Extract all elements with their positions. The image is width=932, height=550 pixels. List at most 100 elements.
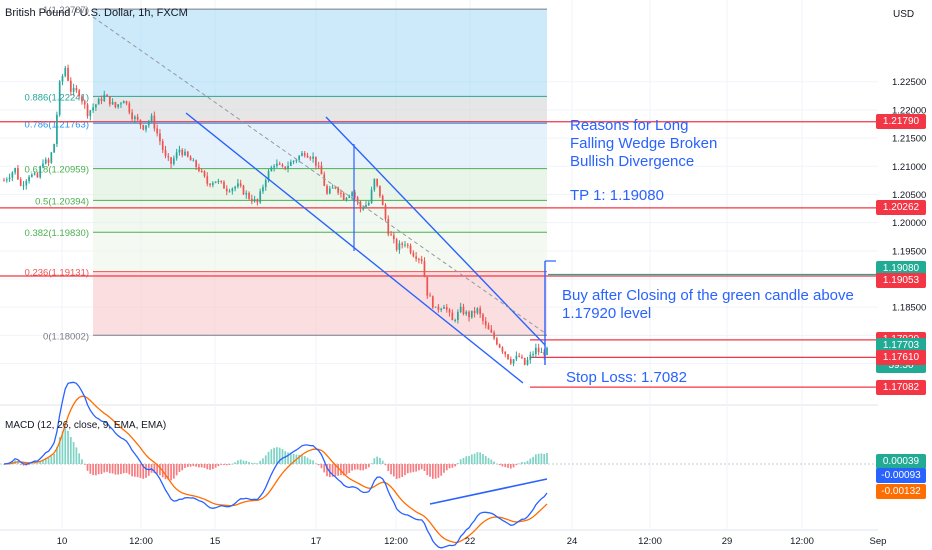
macd-histogram-bar [214, 464, 217, 468]
candle-body [289, 161, 292, 166]
macd-histogram-bar [476, 452, 479, 464]
time-tick[interactable]: 10 [57, 536, 68, 547]
macd-histogram-bar [423, 464, 426, 472]
macd-histogram-bar [220, 464, 223, 465]
candle-body [164, 149, 167, 156]
price-tick[interactable]: 1.22000 [892, 105, 926, 116]
macd-histogram-bar [409, 464, 412, 473]
candle-body [228, 191, 231, 193]
macd-histogram-bar [526, 460, 529, 464]
candle-body [440, 308, 443, 310]
macd-histogram-bar [317, 464, 320, 466]
time-tick[interactable]: 15 [210, 536, 221, 547]
candle-body [25, 181, 28, 186]
macd-histogram-bar [92, 464, 94, 476]
candle-body [30, 174, 33, 177]
dashed-trend-line[interactable] [92, 16, 546, 334]
candle-body [337, 187, 340, 193]
macd-pane [0, 381, 878, 549]
annotation-take-profit[interactable]: TP 1: 1.19080 [570, 187, 664, 204]
macd-histogram-bar [523, 462, 526, 464]
candle-body [334, 187, 337, 189]
macd-histogram-bar [281, 449, 284, 464]
time-tick[interactable]: 12:00 [638, 536, 662, 547]
annotation-buy-line[interactable]: 1.17920 level [562, 305, 651, 322]
candle-body [273, 165, 275, 168]
time-tick[interactable]: Sep [870, 536, 887, 547]
candle-body [415, 256, 417, 259]
candle-body [128, 103, 131, 113]
time-tick[interactable]: 17 [311, 536, 322, 547]
annotation-reason-line: Falling Wedge Broken [570, 135, 717, 152]
candles [3, 64, 548, 367]
annotation-reasons[interactable]: Reasons for Long Falling Wedge Broken Bu… [570, 117, 717, 170]
macd-histogram-bar [56, 447, 58, 464]
candle-body [214, 181, 217, 183]
macd-histogram-bar [303, 456, 306, 464]
macd-histogram-bar [103, 464, 106, 473]
price-tick[interactable]: 1.21000 [892, 162, 926, 173]
candle-body [473, 310, 476, 314]
annotation-buy-line[interactable]: Buy after Closing of the green candle ab… [562, 287, 854, 304]
candle-body [231, 188, 234, 192]
time-tick[interactable]: 12:00 [384, 536, 408, 547]
time-axis[interactable]: 10 12:00 15 17 12:00 22 24 12:00 29 12:00 Sep [57, 536, 887, 547]
candle-body [482, 314, 484, 321]
macd-histogram-bar [309, 459, 312, 464]
time-tick[interactable]: 12:00 [790, 536, 814, 547]
candle-body [278, 163, 281, 165]
candle-body [392, 235, 395, 240]
macd-histogram-bar [250, 463, 253, 464]
candle-body [153, 115, 156, 129]
macd-histogram-bar [142, 464, 145, 479]
candle-body [159, 133, 161, 142]
macd-histogram-bar [356, 464, 359, 470]
drawings[interactable] [92, 16, 556, 384]
price-tick[interactable]: 1.21500 [892, 134, 926, 145]
macd-histogram-bar [504, 464, 507, 468]
macd-histogram-bar [315, 463, 317, 465]
macd-histogram-bar [167, 464, 170, 480]
candle-body [501, 347, 504, 352]
candle-body [53, 144, 55, 153]
candle-body [100, 98, 103, 101]
price-tick[interactable]: 1.20000 [892, 218, 926, 229]
fibonacci-retracement[interactable]: 1(1.23787)0.886(1.22241)0.786(1.21763)0.… [25, 5, 547, 342]
candle-body [359, 201, 362, 209]
candle-body [476, 308, 479, 314]
price-tick[interactable]: 1.22500 [892, 77, 926, 88]
candle-body [404, 244, 406, 246]
candle-body [284, 166, 287, 169]
macd-histogram-bar [462, 457, 465, 464]
macd-value-label: -0.00132 [876, 484, 926, 499]
macd-title[interactable]: MACD (12, 26, close, 9, EMA, EMA) [5, 420, 166, 431]
macd-divergence-line[interactable] [429, 478, 548, 505]
macd-histogram-bar [451, 464, 454, 468]
candle-body [120, 103, 122, 105]
macd-histogram-bar [89, 464, 92, 474]
macd-histogram-bar [36, 462, 39, 464]
annotation-stop-loss[interactable]: Stop Loss: 1.7082 [566, 369, 687, 386]
macd-histogram-bar [470, 454, 473, 464]
macd-histogram-bar [521, 462, 523, 464]
price-axis[interactable]: 1.22500 1.22000 1.21500 1.21000 1.20500 1.200… [892, 77, 926, 313]
macd-histogram-bar [426, 464, 429, 476]
price-tick[interactable]: 1.20500 [892, 190, 926, 201]
candle-body [412, 252, 415, 257]
time-tick[interactable]: 22 [465, 536, 476, 547]
price-tick[interactable]: 1.19500 [892, 246, 926, 257]
macd-histogram-bar [484, 455, 487, 464]
macd-histogram-bar [198, 464, 200, 468]
time-tick[interactable]: 29 [722, 536, 733, 547]
time-tick[interactable]: 24 [567, 536, 578, 547]
macd-histogram-bar [72, 442, 75, 464]
time-tick[interactable]: 12:00 [129, 536, 153, 547]
candle-body [468, 311, 470, 318]
candle-body [381, 195, 384, 206]
price-tick[interactable]: 1.18500 [892, 303, 926, 314]
candle-body [406, 244, 409, 246]
candle-body [95, 104, 97, 108]
macd-histogram-bar [97, 464, 100, 475]
candle-body [292, 160, 295, 162]
annotation-reason-line: Reasons for Long [570, 117, 688, 134]
